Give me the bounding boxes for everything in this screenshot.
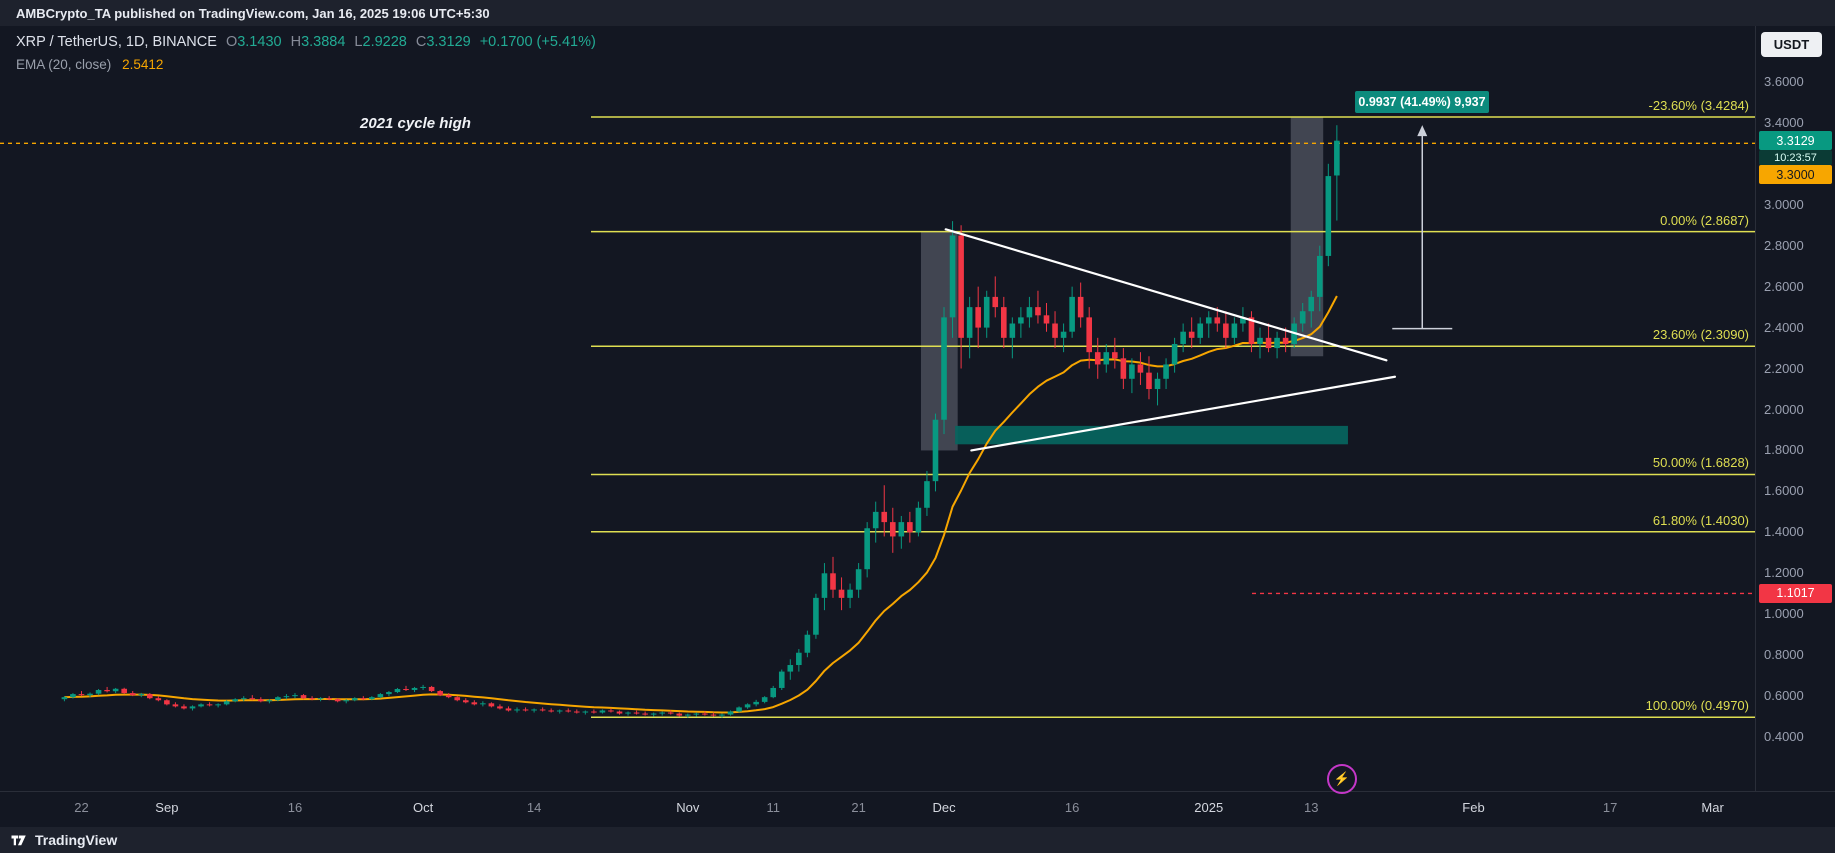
price-axis-tick: 3.4000 [1764,114,1804,130]
time-axis-tick: 21 [851,800,866,815]
price-axis-tick: 1.8000 [1764,442,1804,458]
price-axis[interactable]: 3.60003.40003.20003.00002.80002.60002.40… [1755,26,1835,791]
support-price-tag: 1.1017 [1759,583,1832,603]
chart-pane[interactable] [0,26,1835,791]
indicator-value: 2.5412 [122,57,164,72]
time-axis-tick: 11 [766,800,780,815]
price-axis-tick: 1.0000 [1764,606,1804,622]
ohlc-high: H3.3884 [290,34,346,50]
price-axis-tick: 0.8000 [1764,647,1804,663]
indicator-row: EMA (20, close) 2.5412 [16,57,596,72]
time-axis-tick: Dec [932,800,956,815]
footer-bar: TradingView [0,827,1835,853]
symbol-header: XRP / TetherUS, 1D, BINANCE O3.1430 H3.3… [16,34,596,72]
price-axis-tick: 2.4000 [1764,319,1804,335]
fib-level-label: 100.00% (0.4970) [1645,698,1749,714]
time-axis-tick: 16 [287,800,303,815]
boost-icon[interactable]: ⚡ [1327,764,1357,794]
price-axis-tick: 1.4000 [1764,524,1804,540]
price-axis-tick: 2.6000 [1764,278,1804,294]
price-axis-tick: 3.6000 [1764,73,1804,89]
bar-countdown-tag: 10:23:57 [1759,150,1832,166]
alert-price-tag: 3.3000 [1759,165,1832,185]
fib-level-label: 0.00% (2.8687) [1660,212,1749,228]
time-axis-tick: Nov [676,800,700,815]
time-axis-tick: Feb [1462,800,1485,815]
price-axis-tick: 1.6000 [1764,483,1804,499]
fib-level-label: 50.00% (1.6828) [1652,455,1749,471]
time-axis-tick: Mar [1701,800,1724,815]
fib-level-label: 23.60% (2.3090) [1652,327,1749,343]
indicator-name: EMA (20, close) [16,57,112,72]
price-axis-tick: 1.2000 [1764,565,1804,581]
published-text: AMBCrypto_TA published on TradingView.co… [16,5,490,21]
time-axis-tick: Oct [412,800,434,815]
time-axis[interactable]: 22 Sep 16 Oct 14 Nov 11 21 Dec 16 2025 13 Feb 17 Mar [0,791,1835,828]
time-axis-tick: 2025 [1194,800,1224,815]
ohlc-low: L2.9228 [354,34,407,50]
price-axis-tick: 2.0000 [1764,401,1804,417]
measure-tool-label: 0.9937 (41.49%) 9,937 [1355,91,1489,113]
price-change: +0.1700 (+5.41%) [479,34,596,50]
price-axis-tick: 2.8000 [1764,237,1804,253]
time-axis-tick: 17 [1602,800,1618,815]
price-axis-tick: 0.6000 [1764,688,1804,704]
time-axis-tick: 16 [1064,800,1080,815]
currency-toggle-button[interactable]: USDT [1761,32,1822,57]
fib-level-label: 61.80% (1.4030) [1652,512,1749,528]
last-price-tag: 3.3129 [1759,131,1832,151]
price-axis-tick: 3.0000 [1764,196,1804,212]
cycle-high-annotation: 2021 cycle high [360,115,471,132]
time-axis-tick: 22 [74,800,89,815]
fib-level-label: -23.60% (3.4284) [1648,98,1749,114]
tradingview-logo-icon[interactable] [10,831,28,849]
published-banner: AMBCrypto_TA published on TradingView.co… [0,0,1835,26]
price-axis-tick: 0.4000 [1764,729,1804,745]
ohlc-open: O3.1430 [225,34,282,50]
symbol-title: XRP / TetherUS, 1D, BINANCE [16,34,217,50]
time-axis-tick: 13 [1304,800,1319,815]
tradingview-brand[interactable]: TradingView [35,832,118,848]
ohlc-close: C3.3129 [415,34,471,50]
time-axis-tick: Sep [155,800,179,815]
price-axis-tick: 2.2000 [1764,360,1804,376]
time-axis-tick: 14 [526,800,542,815]
